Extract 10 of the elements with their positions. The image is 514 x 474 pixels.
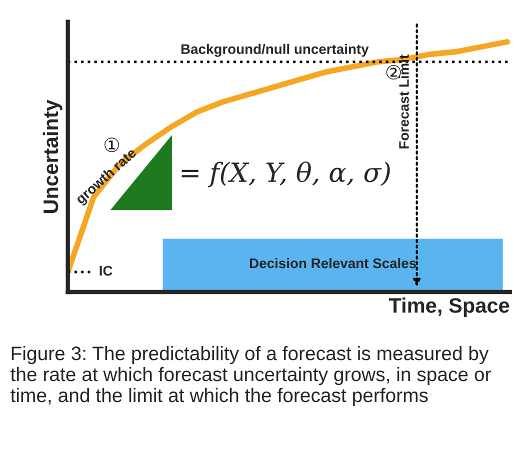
annotation: = f(X, Y, θ, α, σ) <box>182 161 390 188</box>
annotation: Decision Relevant Scales <box>250 258 416 268</box>
ref-line-label: Background/null uncertainty <box>181 44 369 57</box>
ref-line-label: IC <box>100 266 112 276</box>
x-axis-title: Time, Space <box>388 298 510 317</box>
annotation: ② <box>386 64 401 80</box>
annotation: ① <box>104 138 120 152</box>
annotation: Forecast Limit <box>398 54 409 148</box>
y-axis-title: Uncertainty <box>42 100 62 213</box>
caption: Figure 3: The predictability of a forecast is measured by the rate at which forecast uncertainty grows, in space or time, and the limit at which the forecast performs <box>10 346 491 406</box>
